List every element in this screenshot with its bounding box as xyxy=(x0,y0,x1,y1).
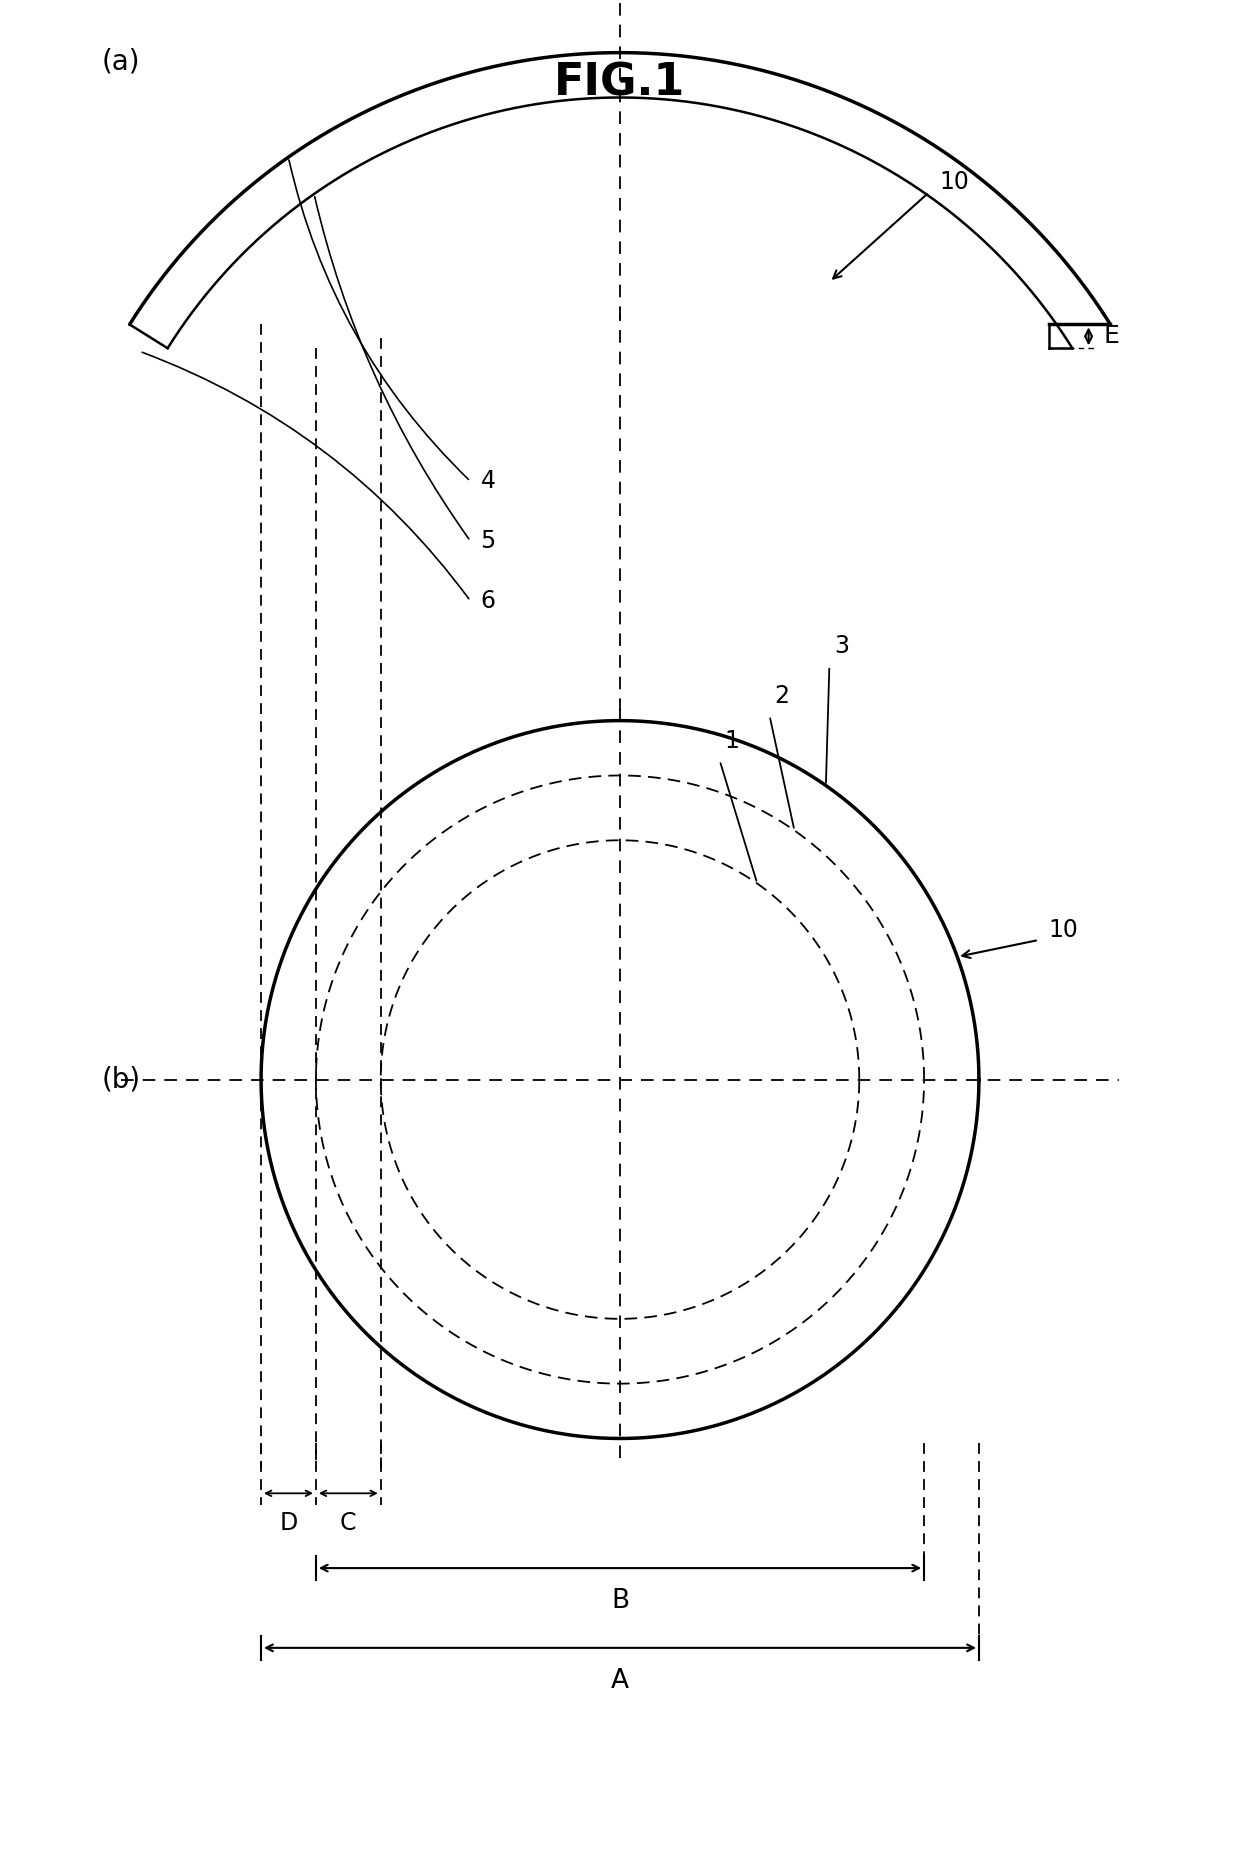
Text: 5: 5 xyxy=(480,528,496,552)
Text: 2: 2 xyxy=(775,684,790,707)
Text: 3: 3 xyxy=(835,634,849,658)
Text: FIG.1: FIG.1 xyxy=(554,61,686,104)
Text: C: C xyxy=(340,1512,357,1534)
Text: E: E xyxy=(1104,324,1120,348)
Text: 6: 6 xyxy=(480,590,496,614)
Text: (b): (b) xyxy=(102,1066,140,1094)
Text: A: A xyxy=(611,1668,629,1694)
Text: B: B xyxy=(611,1588,629,1614)
Text: (a): (a) xyxy=(102,46,140,76)
Text: 10: 10 xyxy=(1049,919,1079,941)
Text: D: D xyxy=(279,1512,298,1534)
Text: 4: 4 xyxy=(480,469,496,493)
Text: 1: 1 xyxy=(724,729,739,753)
Text: 10: 10 xyxy=(939,171,968,193)
